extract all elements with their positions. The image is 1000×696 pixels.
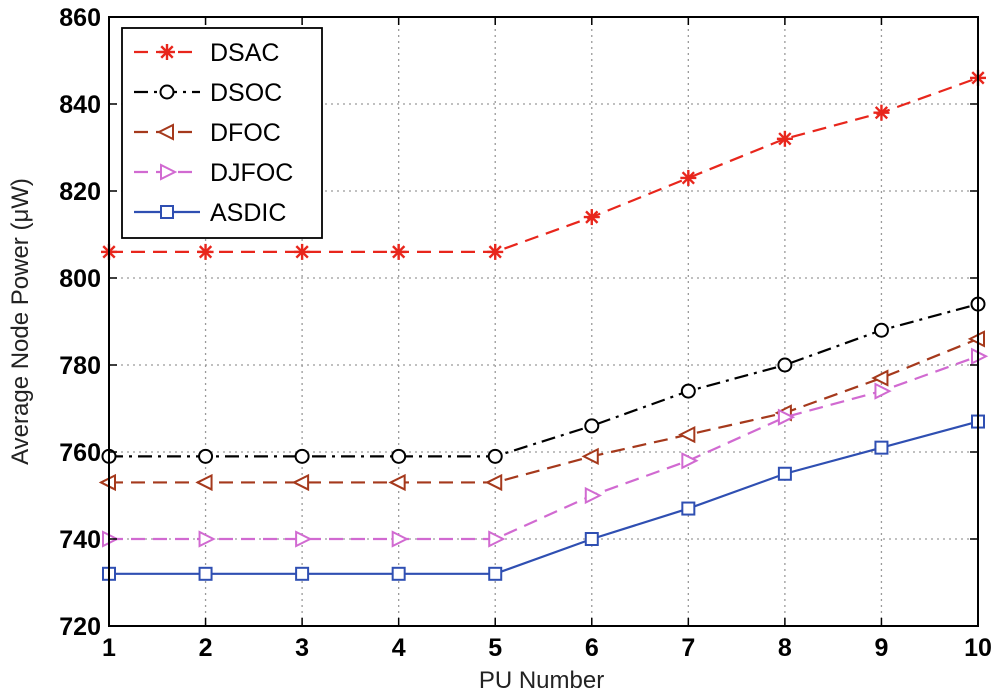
data-point-dsoc-9	[873, 322, 889, 338]
data-point-dsac-8	[776, 130, 793, 147]
legend-label-dsoc: DSOC	[210, 79, 282, 107]
data-point-dfoc-5	[484, 473, 503, 492]
data-point-dsoc-3	[294, 448, 310, 464]
y-tick-label-840: 840	[59, 91, 101, 119]
plot-frame	[108, 16, 979, 627]
legend: DSAC DSOC DFOC DJFOC ASDIC	[121, 27, 323, 239]
series-dfoc	[98, 330, 985, 492]
data-point-dsoc-6	[584, 418, 600, 434]
data-point-djfoc-6	[584, 486, 603, 505]
series-dsoc	[101, 296, 986, 464]
legend-marker-djfoc	[160, 163, 178, 181]
y-tick-label-860: 860	[59, 4, 101, 32]
data-point-asdic-9	[874, 440, 889, 455]
data-point-asdic-2	[198, 566, 213, 581]
legend-marker-dfoc	[156, 123, 174, 141]
y-tick-label-780: 780	[59, 352, 101, 380]
data-point-dsoc-2	[198, 448, 214, 464]
legend-label-dsac: DSAC	[210, 39, 279, 67]
data-point-djfoc-3	[295, 530, 313, 548]
x-tick-label-5: 5	[488, 634, 502, 662]
legend-label-asdic: ASDIC	[210, 199, 286, 227]
data-point-dsac-2	[197, 243, 214, 260]
legend-marker-dsac	[159, 44, 175, 60]
legend-marker-asdic	[160, 205, 174, 219]
data-point-dsoc-8	[777, 357, 793, 373]
y-tick-label-820: 820	[59, 178, 101, 206]
data-point-djfoc-4	[391, 530, 409, 548]
x-tick-label-1: 1	[102, 634, 116, 662]
y-tick-label-760: 760	[59, 439, 101, 467]
tick-marks	[108, 16, 979, 627]
data-point-dsac-4	[390, 243, 407, 260]
legend-item-dsoc: DSOC	[134, 79, 282, 107]
y-tick-label-740: 740	[59, 526, 101, 554]
legend-label-dfoc: DFOC	[210, 119, 281, 147]
data-point-dsac-7	[680, 169, 697, 186]
data-point-dsoc-4	[391, 448, 407, 464]
data-point-asdic-7	[681, 501, 696, 516]
data-point-dsac-6	[583, 209, 600, 226]
x-tick-label-9: 9	[874, 634, 888, 662]
series-line-dsoc	[109, 303, 979, 458]
series-djfoc	[102, 347, 989, 548]
y-axis-label: Average Node Power (μW)	[7, 178, 34, 465]
x-tick-label-3: 3	[295, 634, 309, 662]
x-tick-label-6: 6	[585, 634, 599, 662]
data-point-dfoc-2	[195, 473, 213, 492]
series-asdic	[102, 414, 985, 581]
data-point-dfoc-4	[388, 473, 406, 492]
x-tick-label-2: 2	[199, 634, 213, 662]
series-line-dsac	[109, 76, 979, 253]
series-line-asdic	[109, 420, 979, 575]
data-point-djfoc-9	[874, 382, 892, 400]
data-point-djfoc-5	[488, 530, 506, 548]
x-tick-label-10: 10	[964, 634, 992, 662]
legend-marker-dsoc	[159, 84, 175, 100]
series-line-djfoc	[109, 355, 979, 541]
data-point-dsoc-5	[487, 448, 503, 464]
legend-box	[121, 27, 323, 239]
x-tick-label-4: 4	[392, 634, 406, 662]
data-point-asdic-3	[295, 566, 310, 581]
x-tick-label-8: 8	[778, 634, 792, 662]
data-point-asdic-5	[488, 566, 503, 581]
data-point-djfoc-8	[777, 408, 796, 426]
legend-item-dfoc: DFOC	[134, 119, 281, 147]
legend-item-djfoc: DJFOC	[134, 159, 293, 187]
legend-label-djfoc: DJFOC	[210, 159, 293, 187]
data-point-dfoc-7	[678, 425, 696, 444]
data-point-dsoc-7	[680, 383, 696, 399]
data-point-dfoc-6	[581, 447, 599, 465]
legend-item-asdic: ASDIC	[134, 199, 286, 227]
data-point-dfoc-3	[291, 473, 310, 492]
data-point-asdic-8	[777, 466, 792, 481]
x-axis-label: PU Number	[479, 667, 604, 694]
y-tick-label-720: 720	[59, 613, 101, 641]
data-point-dsac-3	[294, 243, 311, 260]
data-point-dsac-9	[873, 104, 890, 121]
data-point-asdic-6	[584, 532, 599, 546]
data-point-dfoc-9	[871, 369, 889, 387]
data-point-dsac-5	[487, 243, 504, 260]
x-tick-label-7: 7	[681, 634, 695, 662]
legend-item-dsac: DSAC	[134, 39, 279, 67]
series-line-dfoc	[109, 337, 979, 484]
data-point-asdic-4	[391, 566, 406, 581]
y-tick-label-800: 800	[59, 265, 101, 293]
data-point-djfoc-2	[198, 530, 216, 548]
data-point-djfoc-7	[681, 452, 699, 470]
